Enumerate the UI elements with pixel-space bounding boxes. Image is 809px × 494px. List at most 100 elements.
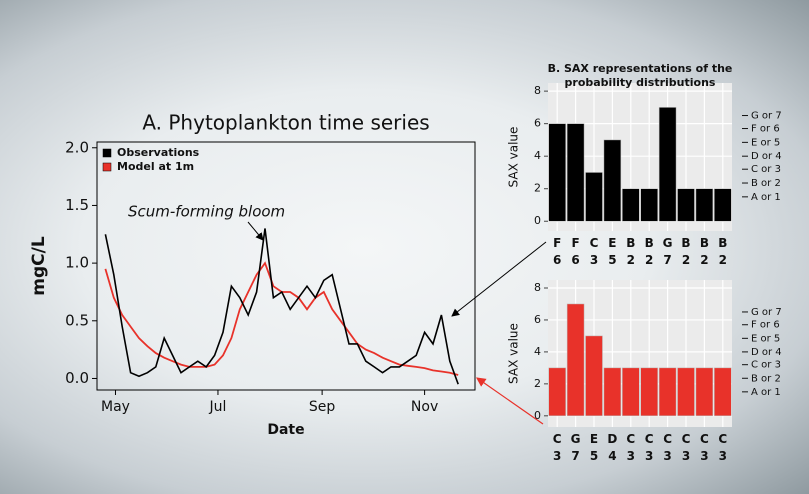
- x-tick-label-line: 5: [590, 449, 598, 463]
- bar: [641, 189, 658, 222]
- y2-tick-label: F or 6: [751, 124, 780, 135]
- y-axis-label: SAX value: [507, 323, 521, 384]
- annotation: Scum-forming bloom: [128, 203, 285, 221]
- x-tick-label-line: C: [553, 432, 562, 446]
- x-tick-label-line: C: [700, 432, 709, 446]
- y2-tick-label: G or 7: [751, 111, 782, 122]
- y2-tick-label: B or 2: [751, 178, 781, 189]
- bar: [586, 336, 603, 416]
- x-tick-label: C3: [645, 432, 654, 463]
- x-tick-label-line: C: [626, 432, 635, 446]
- bar: [641, 368, 658, 416]
- y-axis-label: mgC/L: [29, 236, 49, 296]
- y2-tick-label: D or 4: [751, 347, 782, 358]
- x-axis-label: Date: [267, 422, 304, 438]
- y-tick-label: 2: [534, 182, 541, 195]
- connector: [452, 242, 546, 316]
- series-line: [105, 229, 458, 385]
- y2-tick-label: E or 5: [751, 137, 780, 148]
- x-tick-label-line: F: [571, 236, 579, 250]
- y2-tick-label: E or 5: [751, 333, 780, 344]
- y2-tick-label: D or 4: [751, 151, 782, 162]
- x-tick-label-line: C: [718, 432, 727, 446]
- legend-swatch: [103, 163, 111, 171]
- x-tick-label-line: 3: [719, 449, 727, 463]
- x-tick-label-line: B: [718, 236, 727, 250]
- bar: [586, 172, 603, 221]
- y2-tick-label: A or 1: [751, 387, 781, 398]
- plot-frame: [97, 142, 475, 390]
- x-tick-label-line: 3: [645, 449, 653, 463]
- bar: [678, 368, 695, 416]
- y-tick-label: 8: [534, 281, 541, 294]
- x-tick-label-line: E: [590, 432, 598, 446]
- y-tick-label: 0.5: [65, 311, 89, 329]
- x-tick-label-line: 4: [608, 449, 616, 463]
- x-tick-label-line: 3: [663, 449, 671, 463]
- y2-tick-label: C or 3: [751, 164, 781, 175]
- x-tick-label-line: 3: [700, 449, 708, 463]
- bar: [604, 140, 621, 221]
- x-tick-label-line: D: [607, 432, 617, 446]
- y-tick-label: 0: [534, 214, 541, 227]
- x-tick-label-line: 2: [700, 253, 708, 267]
- x-tick-label-line: C: [663, 432, 672, 446]
- x-tick-label-line: F: [553, 236, 561, 250]
- y-tick-label: 4: [534, 149, 541, 162]
- x-tick-label-line: B: [645, 236, 654, 250]
- x-tick-label-line: 2: [627, 253, 635, 267]
- y-tick-label: 0: [534, 409, 541, 422]
- y-tick-label: 1.0: [65, 254, 89, 272]
- chart-title: B. SAX representations of the probabilit…: [515, 62, 765, 90]
- x-tick-label-line: 2: [719, 253, 727, 267]
- x-tick-label-line: 6: [571, 253, 579, 267]
- y-tick-label: 4: [534, 345, 541, 358]
- bar: [549, 368, 566, 416]
- x-tick-label-line: B: [681, 236, 690, 250]
- x-tick-label-line: 7: [571, 449, 579, 463]
- x-tick-label: B2: [700, 236, 709, 267]
- bar: [659, 107, 676, 221]
- bar: [714, 368, 731, 416]
- bar: [604, 368, 621, 416]
- x-tick-label-line: C: [590, 236, 599, 250]
- bar: [567, 124, 584, 222]
- y-tick-label: 6: [534, 313, 541, 326]
- y-tick-label: 2: [534, 377, 541, 390]
- x-tick-label: May: [101, 399, 130, 415]
- x-tick-label-line: C: [645, 432, 654, 446]
- x-tick-label-line: 5: [608, 253, 616, 267]
- x-tick-label: Nov: [411, 399, 438, 415]
- x-tick-label-line: 3: [682, 449, 690, 463]
- annotation-arrow: [248, 222, 263, 240]
- bar: [678, 189, 695, 222]
- bar: [622, 189, 639, 222]
- legend-label: Observations: [117, 146, 200, 159]
- x-tick-label-line: C: [682, 432, 691, 446]
- x-tick-label-line: 6: [553, 253, 561, 267]
- x-tick-label-line: G: [571, 432, 581, 446]
- x-tick-label: Jul: [209, 399, 227, 415]
- x-tick-label-line: G: [663, 236, 673, 250]
- x-tick-label-line: 2: [645, 253, 653, 267]
- x-tick-label-line: 2: [682, 253, 690, 267]
- y-tick-label: 0.0: [65, 369, 89, 387]
- bar: [622, 368, 639, 416]
- bar: [696, 368, 713, 416]
- y-axis-label: SAX value: [507, 127, 521, 188]
- bar: [567, 304, 584, 416]
- bar: [696, 189, 713, 222]
